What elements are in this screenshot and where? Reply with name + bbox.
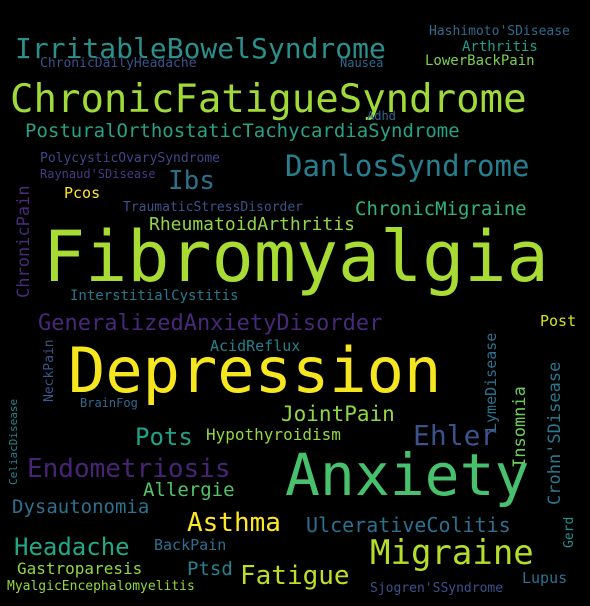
word: InterstitialCystitis — [70, 288, 239, 304]
word: GeneralizedAnxietyDisorder — [38, 311, 383, 336]
word: Ehler — [413, 419, 498, 452]
word: Lupus — [522, 569, 568, 587]
word: Arthritis — [462, 39, 538, 55]
word: LowerBackPain — [425, 53, 535, 69]
word: ChronicPain — [14, 185, 34, 298]
word: CeliacDisease — [7, 398, 20, 485]
word: NeckPain — [42, 339, 57, 402]
word: Headache — [14, 533, 130, 561]
word: ChronicFatigueSyndrome — [10, 77, 527, 122]
word: Migraine — [370, 533, 534, 573]
word: Hashimoto'SDisease — [429, 24, 570, 39]
word: MyalgicEncephalomyelitis — [7, 579, 195, 594]
word: Dysautonomia — [12, 496, 150, 518]
word: Pcos — [64, 184, 101, 202]
word: TraumaticStressDisorder — [123, 200, 304, 215]
word: BrainFog — [80, 396, 138, 410]
word: Depression — [68, 334, 442, 407]
word: Ptsd — [187, 558, 233, 580]
word: BackPain — [154, 536, 227, 554]
word: Anxiety — [285, 441, 530, 509]
word: RheumatoidArthritis — [149, 214, 355, 235]
word: Gerd — [562, 516, 577, 548]
word: AcidReflux — [210, 337, 301, 355]
word: PolycysticOvarySyndrome — [40, 151, 221, 166]
word: Adhd — [367, 109, 396, 123]
word: UlcerativeColitis — [306, 513, 511, 537]
word: Gastroparesis — [17, 559, 143, 578]
word: Sjogren'SSyndrome — [370, 581, 504, 596]
word: ChronicMigraine — [355, 198, 527, 220]
word: Allergie — [143, 479, 235, 501]
word: Pots — [135, 423, 193, 451]
word: Fibromyalgia — [43, 216, 549, 298]
word: ChronicDailyHeadache — [40, 56, 197, 71]
word: Asthma — [187, 508, 281, 538]
word: IrritableBowelSyndrome — [15, 32, 386, 65]
word: DanlosSyndrome — [285, 149, 530, 183]
word: Hypothyroidism — [206, 425, 341, 444]
word: Ibs — [168, 166, 215, 196]
word: PosturalOrthostaticTachycardiaSyndrome — [25, 120, 460, 142]
word: Endometriosis — [27, 454, 231, 484]
word: Raynaud'SDisease — [40, 167, 156, 181]
word: LymeDisease — [482, 332, 500, 432]
word: Post — [540, 312, 577, 330]
word: Fatigue — [240, 561, 350, 591]
word: Nausea — [340, 56, 384, 70]
word: Crohn'SDisease — [545, 361, 565, 505]
word: JointPain — [281, 402, 395, 426]
